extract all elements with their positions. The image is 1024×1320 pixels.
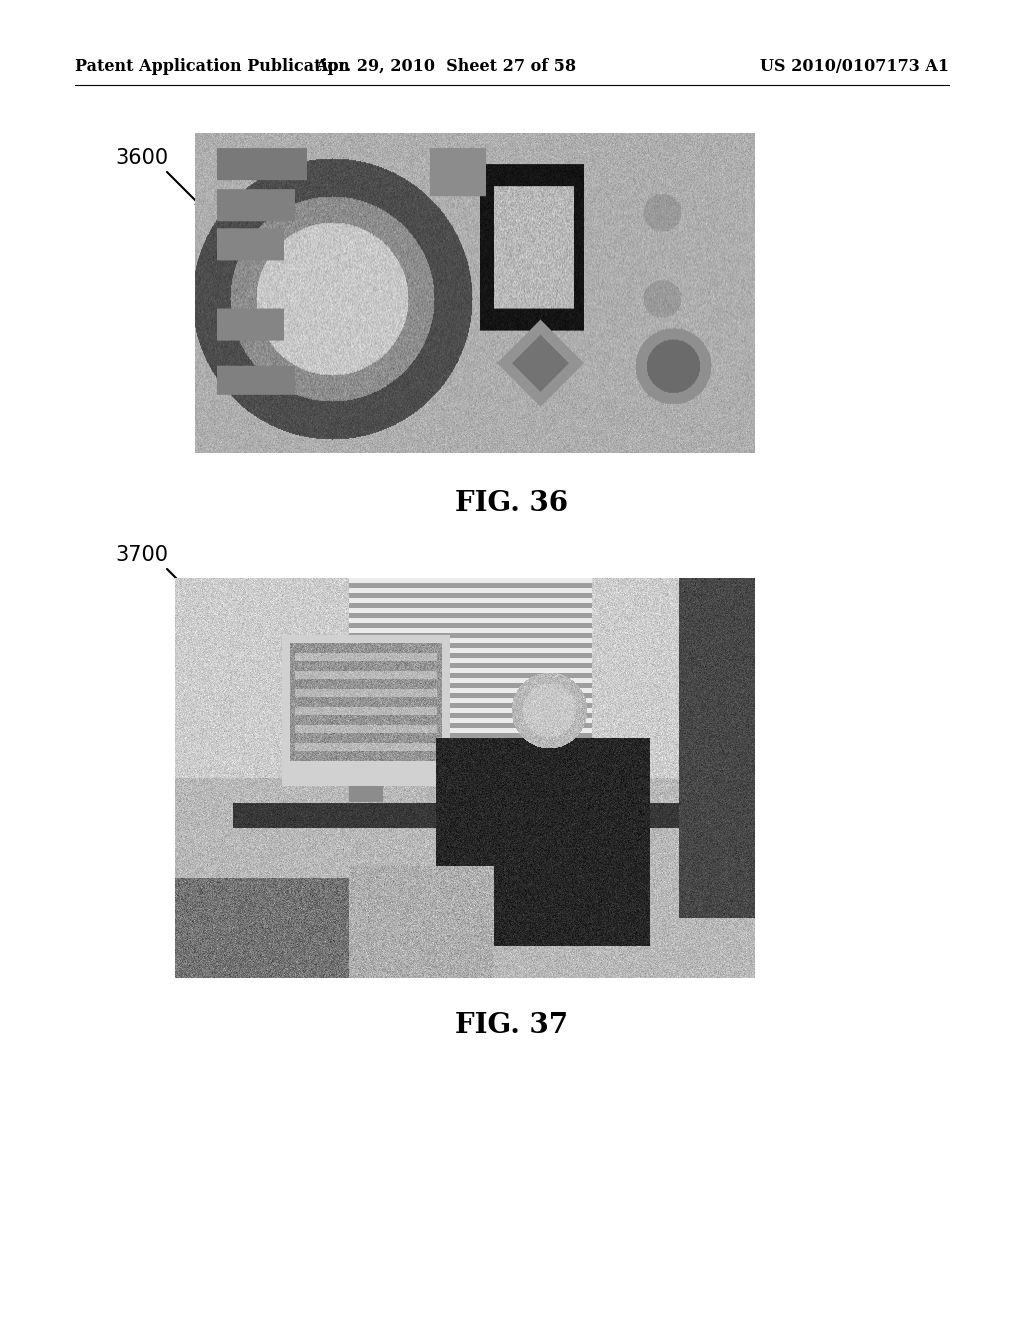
- Text: US 2010/0107173 A1: US 2010/0107173 A1: [760, 58, 949, 75]
- Text: 3700: 3700: [115, 545, 168, 565]
- Text: FIG. 36: FIG. 36: [456, 490, 568, 517]
- Text: Apr. 29, 2010  Sheet 27 of 58: Apr. 29, 2010 Sheet 27 of 58: [314, 58, 577, 75]
- Text: 3600: 3600: [115, 148, 168, 168]
- Text: Patent Application Publication: Patent Application Publication: [75, 58, 350, 75]
- Text: FIG. 37: FIG. 37: [456, 1012, 568, 1039]
